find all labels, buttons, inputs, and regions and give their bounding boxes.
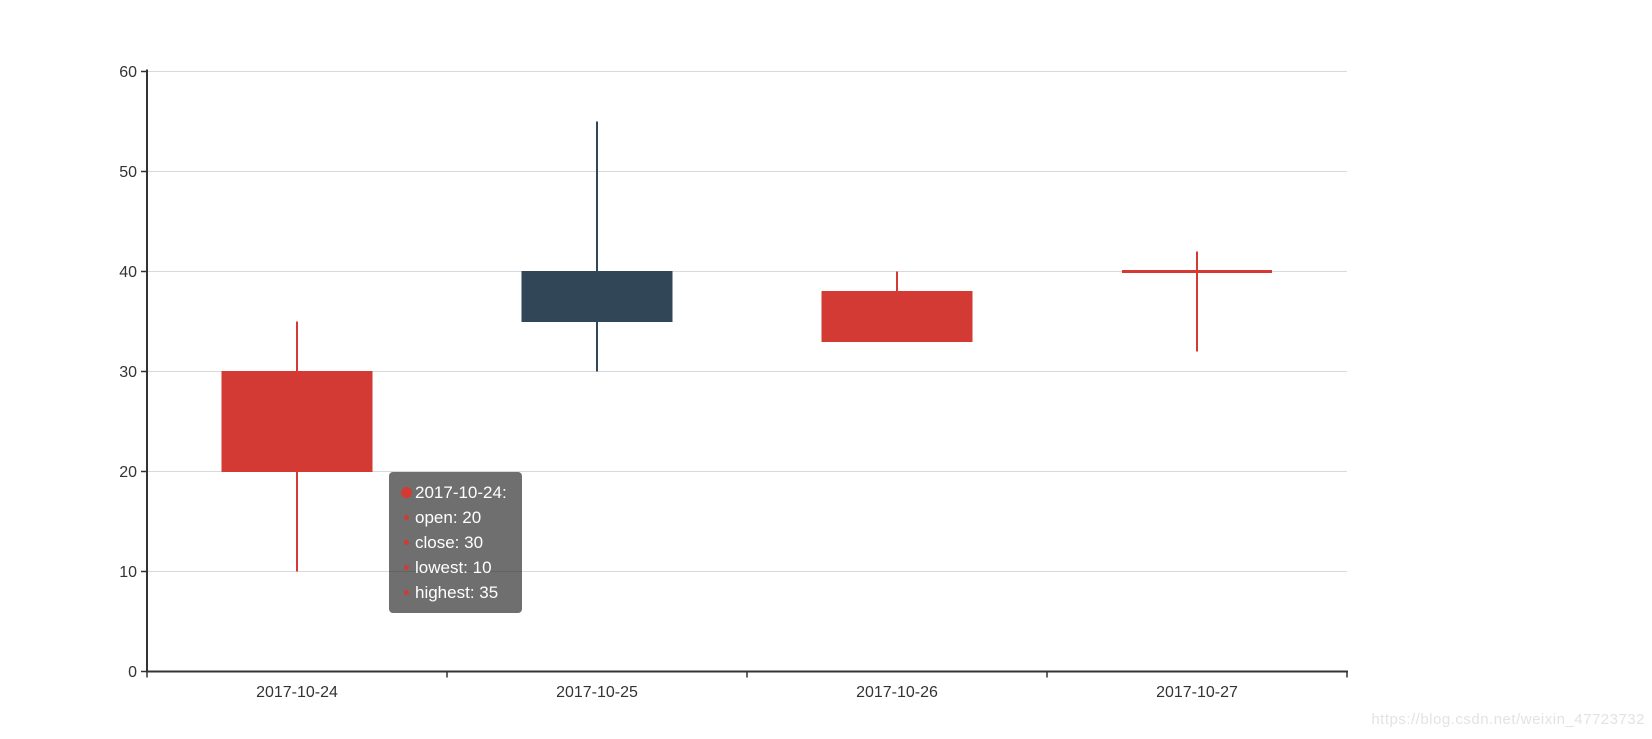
x-category-label-2017-10-24: 2017-10-24 bbox=[256, 684, 338, 701]
candle-body bbox=[821, 291, 973, 342]
y-tick-label-10: 10 bbox=[119, 564, 137, 581]
tooltip-item-text: highest: 35 bbox=[415, 583, 499, 602]
tooltip-item: highest: 35 bbox=[397, 580, 512, 605]
tooltip-item: open: 20 bbox=[397, 505, 512, 530]
x-category-label-2017-10-27: 2017-10-27 bbox=[1156, 684, 1238, 701]
y-tick-label-20: 20 bbox=[119, 464, 137, 481]
tooltip-item: close: 30 bbox=[397, 530, 512, 555]
item-marker-cell bbox=[397, 590, 415, 595]
y-tick-label-0: 0 bbox=[128, 664, 137, 681]
candle-2017-10-27[interactable] bbox=[1122, 251, 1272, 352]
tooltip: 2017-10-24: open: 20 close: 30 lowest: 10 h… bbox=[389, 472, 522, 613]
tooltip-items: open: 20 close: 30 lowest: 10 highest: 35 bbox=[397, 505, 512, 605]
x-category-label-2017-10-25: 2017-10-25 bbox=[556, 684, 638, 701]
y-tick-label-40: 40 bbox=[119, 264, 137, 281]
candle-body-doji bbox=[1122, 270, 1272, 273]
tooltip-item-text: close: 30 bbox=[415, 533, 484, 552]
y-tick-label-30: 30 bbox=[119, 364, 137, 381]
item-marker-icon bbox=[403, 565, 409, 570]
tooltip-item-text: open: 20 bbox=[415, 508, 482, 527]
item-marker-icon bbox=[403, 515, 409, 520]
item-marker-icon bbox=[403, 590, 409, 595]
watermark-url: https://blog.csdn.net/weixin_47723732 bbox=[1371, 711, 1645, 728]
candle-body bbox=[521, 271, 673, 322]
tooltip-title: 2017-10-24: bbox=[415, 483, 507, 502]
item-marker-cell bbox=[397, 515, 415, 520]
series-marker-cell bbox=[397, 487, 415, 498]
candle-2017-10-26[interactable] bbox=[821, 271, 973, 342]
tooltip-title-row: 2017-10-24: bbox=[397, 480, 512, 505]
series-marker-icon bbox=[400, 487, 412, 498]
item-marker-cell bbox=[397, 540, 415, 545]
tooltip-item-text: lowest: 10 bbox=[415, 558, 492, 577]
y-tick-label-50: 50 bbox=[119, 164, 137, 181]
item-marker-cell bbox=[397, 565, 415, 570]
tooltip-item: lowest: 10 bbox=[397, 555, 512, 580]
candle-2017-10-25[interactable] bbox=[521, 121, 673, 372]
candle-body bbox=[221, 371, 373, 472]
item-marker-icon bbox=[403, 540, 409, 545]
y-tick-label-60: 60 bbox=[119, 64, 137, 81]
x-category-label-2017-10-26: 2017-10-26 bbox=[856, 684, 938, 701]
candle-2017-10-24[interactable] bbox=[221, 321, 373, 572]
